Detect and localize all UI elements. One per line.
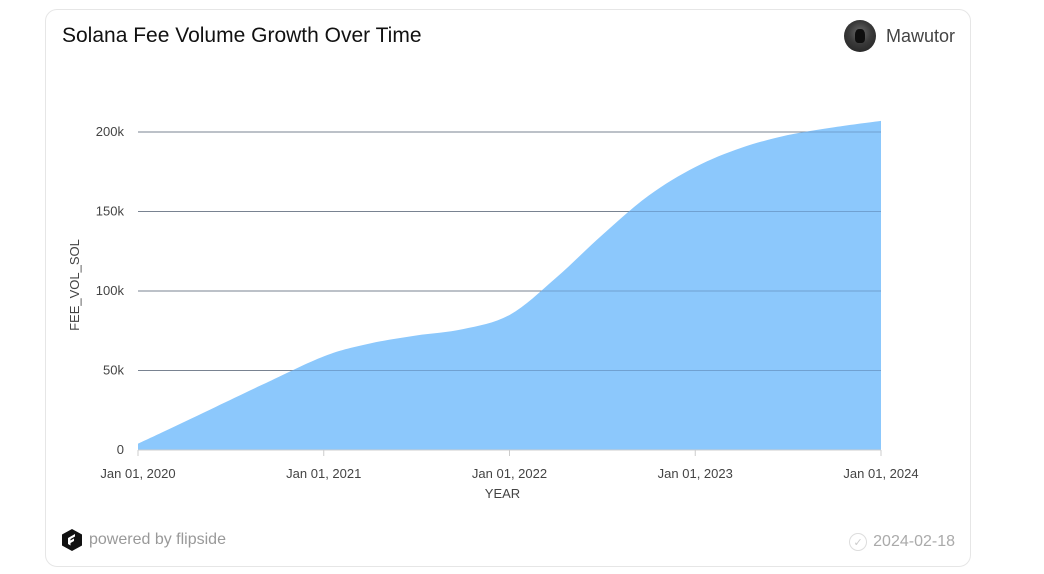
y-tick-label: 200k <box>96 124 125 139</box>
y-tick-label: 150k <box>96 204 125 219</box>
area-series-fee-volume[interactable] <box>138 120 881 451</box>
axes: 0 50k 100k 150k 200k Jan 01, 2020 Jan 01, 2021… <box>96 124 919 481</box>
chart-title: Solana Fee Volume Growth Over Time <box>62 24 422 47</box>
x-tick-label: Jan 01, 2020 <box>100 466 175 481</box>
x-tick-label: Jan 01, 2024 <box>843 466 918 481</box>
date-text: 2024-02-18 <box>873 533 955 550</box>
x-tick-label: Jan 01, 2023 <box>658 466 733 481</box>
y-tick-label: 0 <box>117 442 124 457</box>
x-axis-label: YEAR <box>485 486 520 501</box>
powered-by-text[interactable]: powered by flipside <box>89 531 226 548</box>
area-chart: 0 50k 100k 150k 200k Jan 01, 2020 Jan 01, 2021… <box>67 120 919 501</box>
powered-by[interactable]: powered by flipside <box>62 529 226 551</box>
y-tick-label: 100k <box>96 283 125 298</box>
avatar[interactable] <box>843 20 876 52</box>
date-badge: ✓ 2024-02-18 <box>849 533 955 551</box>
y-tick-label: 50k <box>103 363 124 378</box>
check-circle-icon: ✓ <box>849 533 868 551</box>
author-name[interactable]: Mawutor <box>885 25 955 46</box>
chart-card: Solana Fee Volume Growth Over Time Mawut… <box>45 9 971 567</box>
x-tick-label: Jan 01, 2021 <box>286 466 361 481</box>
y-axis-label: FEE_VOL_SOL <box>67 239 82 331</box>
author-badge[interactable]: Mawutor <box>843 20 955 52</box>
flipside-logo-icon <box>62 529 82 551</box>
x-tick-label: Jan 01, 2022 <box>472 466 547 481</box>
